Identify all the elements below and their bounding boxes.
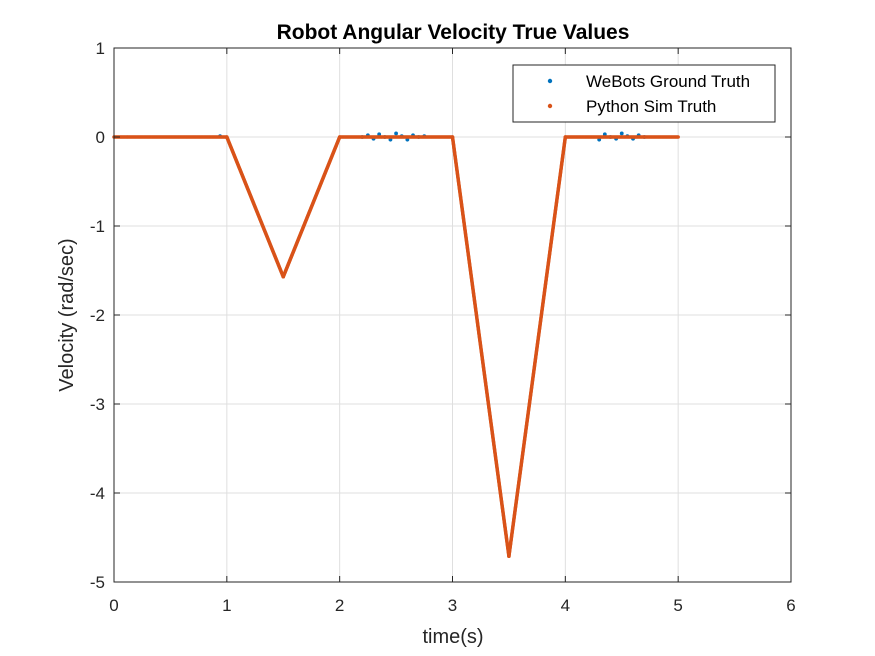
y-tick-label: -3	[90, 395, 105, 414]
y-tick-label: -5	[90, 573, 105, 592]
x-tick-label: 2	[335, 596, 344, 615]
python-sim-point	[676, 135, 680, 139]
x-tick-label: 6	[786, 596, 795, 615]
data-layer	[112, 131, 680, 558]
legend-marker-webots	[547, 78, 553, 84]
x-tick-label: 1	[222, 596, 231, 615]
tick-layer	[113, 47, 792, 583]
y-tick-labels: 1 0 -1 -2 -3 -4 -5	[90, 39, 105, 592]
legend-label-python: Python Sim Truth	[586, 97, 716, 116]
x-tick-label: 0	[109, 596, 118, 615]
webots-point	[619, 131, 624, 136]
chart-title: Robot Angular Velocity True Values	[277, 21, 630, 44]
x-tick-label: 3	[448, 596, 457, 615]
legend-box	[512, 64, 776, 123]
legend-label-webots: WeBots Ground Truth	[586, 72, 750, 91]
x-tick-label: 4	[561, 596, 570, 615]
y-tick-label: -1	[90, 217, 105, 236]
webots-point	[394, 131, 398, 136]
y-tick-label: 1	[96, 39, 105, 58]
y-tick-label: 0	[96, 128, 105, 147]
y-axis-title: Velocity (rad/sec)	[56, 238, 78, 391]
y-tick-label: -2	[90, 306, 105, 325]
legend: WeBots Ground Truth Python Sim Truth	[512, 64, 776, 123]
x-tick-labels: 0 1 2 3 4 5 6	[109, 596, 795, 615]
x-tick-label: 5	[673, 596, 682, 615]
x-axis-title: time(s)	[422, 626, 483, 648]
legend-marker-python	[547, 103, 553, 109]
y-tick-label: -4	[90, 484, 105, 503]
